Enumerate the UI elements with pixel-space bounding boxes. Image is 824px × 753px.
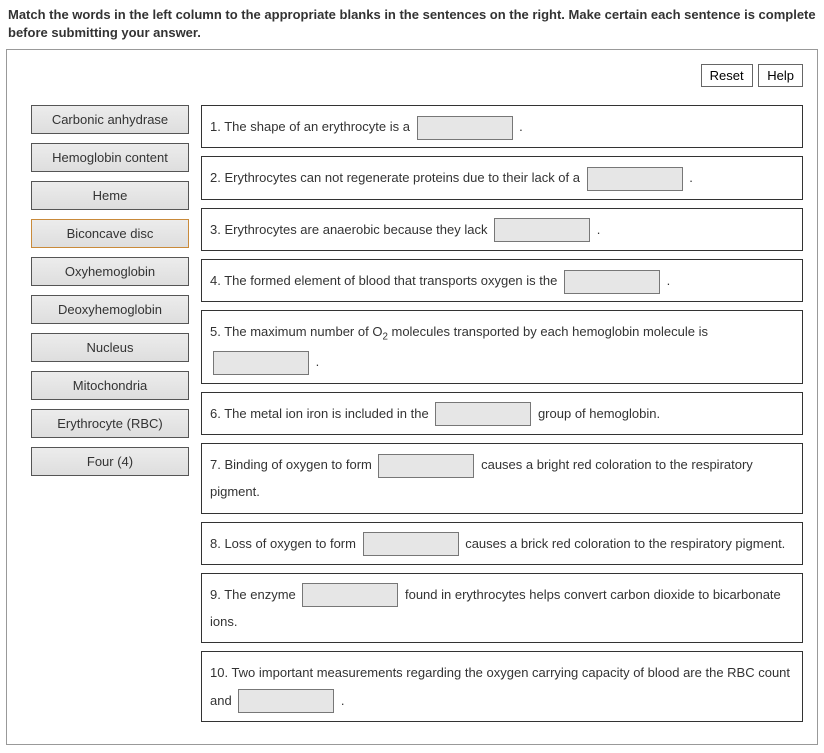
sentence-5-post: . [312, 354, 319, 369]
sentence-2-post: . [686, 170, 693, 185]
term-biconcave-disc[interactable]: Biconcave disc [31, 219, 189, 248]
sentence-7-pre: 7. Binding of oxygen to form [210, 457, 375, 472]
sentence-4-post: . [663, 273, 670, 288]
sentence-10: 10. Two important measurements regarding… [201, 651, 803, 722]
sentence-1: 1. The shape of an erythrocyte is a . [201, 105, 803, 148]
sentence-8: 8. Loss of oxygen to form causes a brick… [201, 522, 803, 565]
sentence-5-pre-b: molecules transported by each hemoglobin… [388, 324, 708, 339]
term-hemoglobin-content[interactable]: Hemoglobin content [31, 143, 189, 172]
sentence-5-pre-a: 5. The maximum number of O [210, 324, 382, 339]
term-carbonic-anhydrase[interactable]: Carbonic anhydrase [31, 105, 189, 134]
blank-9[interactable] [302, 583, 398, 607]
instructions-text: Match the words in the left column to th… [0, 0, 824, 47]
blank-6[interactable] [435, 402, 531, 426]
help-button[interactable]: Help [758, 64, 803, 87]
blank-3[interactable] [494, 218, 590, 242]
sentence-6-post: group of hemoglobin. [534, 406, 660, 421]
columns-container: Carbonic anhydrase Hemoglobin content He… [21, 105, 803, 730]
blank-10[interactable] [238, 689, 334, 713]
blank-4[interactable] [564, 270, 660, 294]
term-four-4[interactable]: Four (4) [31, 447, 189, 476]
sentence-4: 4. The formed element of blood that tran… [201, 259, 803, 302]
sentence-8-post: causes a brick red coloration to the res… [462, 536, 786, 551]
sentence-9-pre: 9. The enzyme [210, 587, 299, 602]
toolbar: Reset Help [21, 60, 803, 105]
blank-8[interactable] [363, 532, 459, 556]
sentence-6: 6. The metal ion iron is included in the… [201, 392, 803, 435]
term-erythrocyte-rbc[interactable]: Erythrocyte (RBC) [31, 409, 189, 438]
blank-5[interactable] [213, 351, 309, 375]
sentence-1-post: . [516, 119, 523, 134]
sentence-2: 2. Erythrocytes can not regenerate prote… [201, 156, 803, 199]
sentence-3-post: . [593, 222, 600, 237]
sentence-4-pre: 4. The formed element of blood that tran… [210, 273, 561, 288]
sentence-8-pre: 8. Loss of oxygen to form [210, 536, 360, 551]
sentence-9: 9. The enzyme found in erythrocytes help… [201, 573, 803, 644]
blank-2[interactable] [587, 167, 683, 191]
term-deoxyhemoglobin[interactable]: Deoxyhemoglobin [31, 295, 189, 324]
reset-button[interactable]: Reset [701, 64, 753, 87]
sentence-6-pre: 6. The metal ion iron is included in the [210, 406, 432, 421]
exercise-panel: Reset Help Carbonic anhydrase Hemoglobin… [6, 49, 818, 745]
sentence-5: 5. The maximum number of O2 molecules tr… [201, 310, 803, 383]
term-mitochondria[interactable]: Mitochondria [31, 371, 189, 400]
sentence-1-pre: 1. The shape of an erythrocyte is a [210, 119, 414, 134]
sentence-2-pre: 2. Erythrocytes can not regenerate prote… [210, 170, 584, 185]
sentence-3: 3. Erythrocytes are anaerobic because th… [201, 208, 803, 251]
terms-column: Carbonic anhydrase Hemoglobin content He… [21, 105, 199, 485]
sentence-3-pre: 3. Erythrocytes are anaerobic because th… [210, 222, 491, 237]
term-heme[interactable]: Heme [31, 181, 189, 210]
sentences-column: 1. The shape of an erythrocyte is a . 2.… [199, 105, 803, 730]
blank-7[interactable] [378, 454, 474, 478]
term-oxyhemoglobin[interactable]: Oxyhemoglobin [31, 257, 189, 286]
blank-1[interactable] [417, 116, 513, 140]
sentence-7: 7. Binding of oxygen to form causes a br… [201, 443, 803, 514]
term-nucleus[interactable]: Nucleus [31, 333, 189, 362]
sentence-10-post: . [337, 693, 344, 708]
